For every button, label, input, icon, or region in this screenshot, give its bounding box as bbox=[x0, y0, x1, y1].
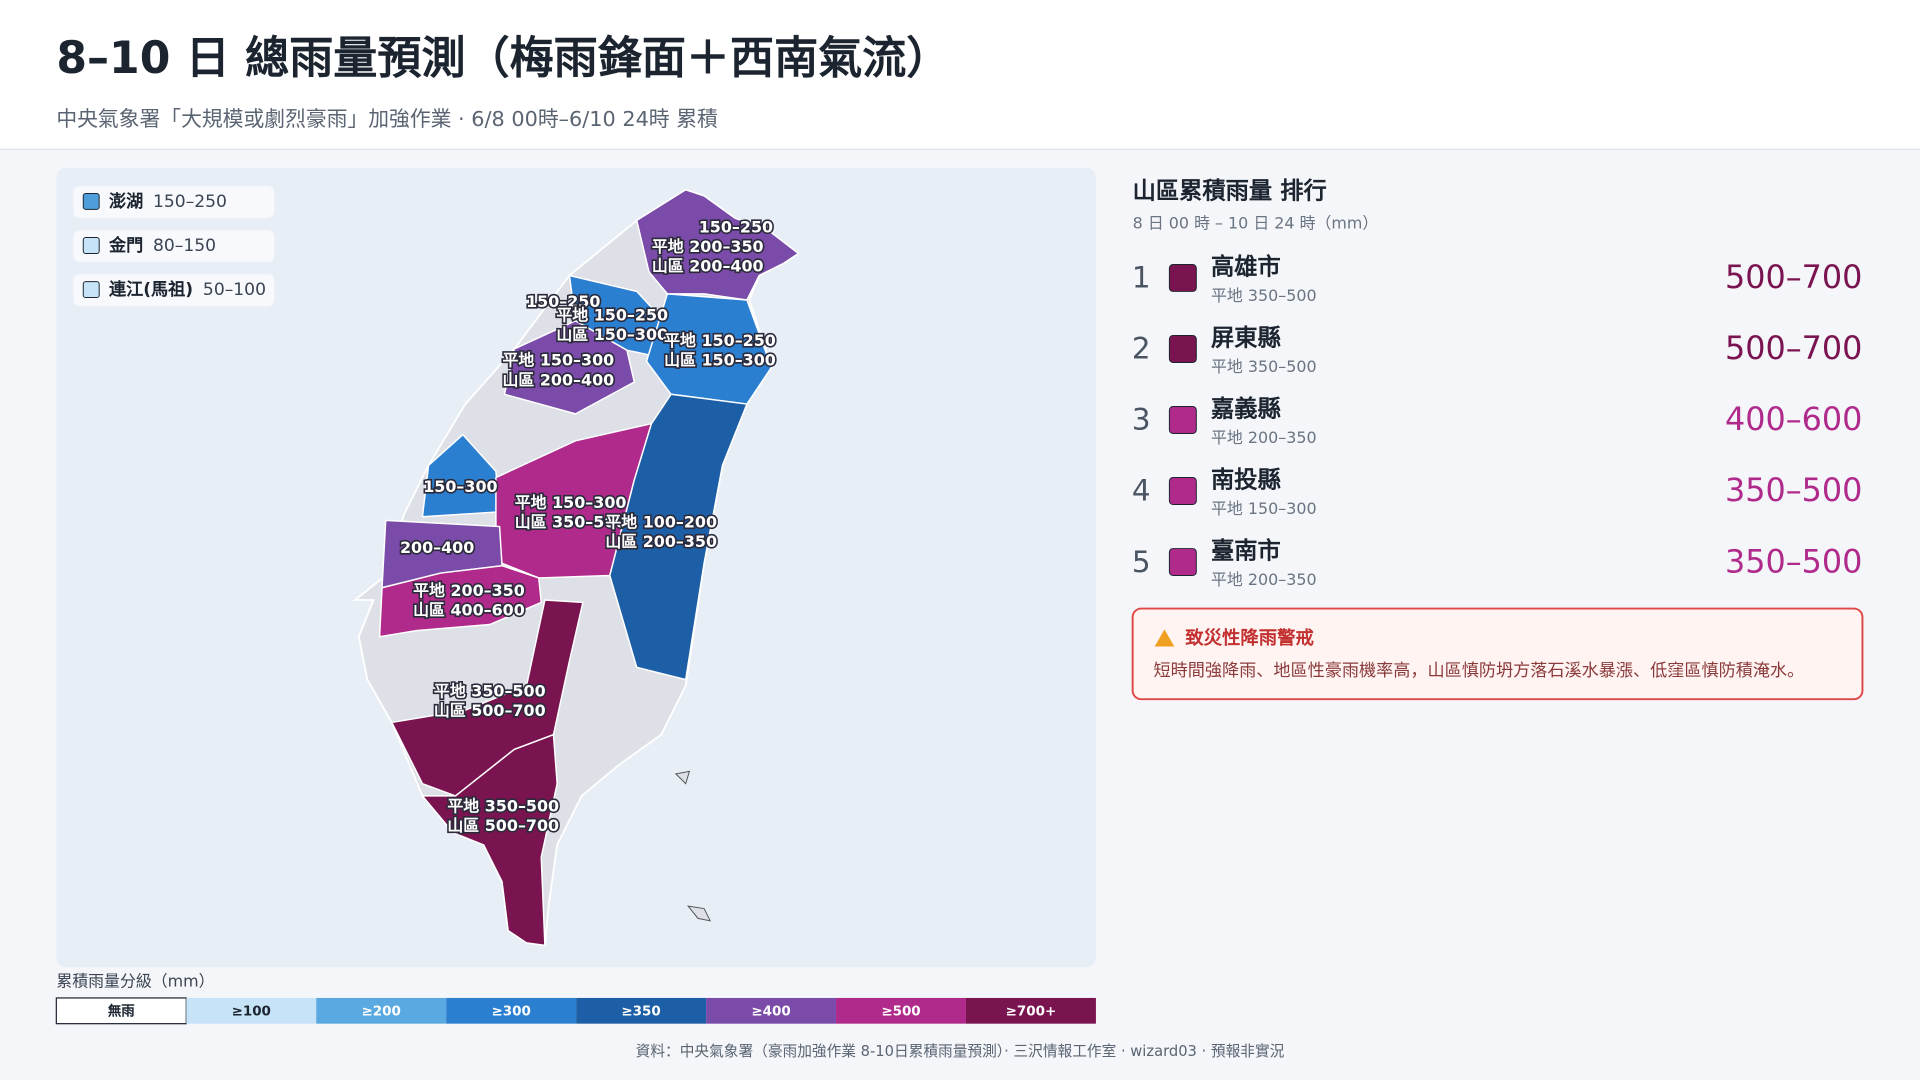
rank-range: 350–500 bbox=[1725, 471, 1862, 509]
region-label: 200–400 bbox=[400, 538, 474, 557]
rank-plain: 平地 200–350 bbox=[1211, 428, 1317, 447]
county-region bbox=[609, 393, 748, 681]
region-label: 平地 150–300 bbox=[503, 351, 615, 370]
legend-cell bbox=[55, 997, 187, 1025]
region-label: 平地 350–500 bbox=[434, 681, 546, 700]
island-name: 澎湖 bbox=[109, 191, 143, 212]
warning-text: 短時間強降雨、地區性豪雨機率高，山區慎防坍方落石溪水暴漲、低窪區慎防積淹水。 bbox=[1153, 660, 1804, 681]
region-label: 平地 100–200 bbox=[605, 512, 717, 531]
rank-number: 3 bbox=[1132, 403, 1151, 437]
region-label: 山區 200–350 bbox=[605, 532, 717, 551]
warning-icon bbox=[1154, 629, 1175, 647]
island-swatch bbox=[82, 192, 100, 210]
legend-label: ≥350 bbox=[621, 1004, 660, 1019]
rank-range: 400–600 bbox=[1725, 400, 1862, 438]
rank-swatch bbox=[1168, 548, 1197, 576]
region-label: 150–250 bbox=[526, 292, 600, 311]
legend-title: 累積雨量分級（mm） bbox=[56, 972, 214, 991]
ui: 8–10 日 總雨量預測（梅雨鋒面＋西南氣流） 中央氣象署「大規模或劇烈豪雨」加強… bbox=[55, 33, 1864, 1060]
rank-name: 屏東縣 bbox=[1211, 325, 1282, 352]
rank-number: 1 bbox=[1132, 261, 1151, 295]
island-swatch bbox=[82, 281, 100, 299]
header-bg bbox=[0, 0, 1920, 150]
rank-swatch bbox=[1168, 264, 1197, 292]
region-label: 平地 200–350 bbox=[413, 581, 525, 600]
rank-plain: 平地 350–500 bbox=[1211, 357, 1317, 376]
island-pill bbox=[73, 230, 275, 263]
legend-label: 無雨 bbox=[108, 1002, 135, 1019]
rank-swatch bbox=[1168, 335, 1197, 363]
region-label: 山區 200–400 bbox=[503, 370, 615, 389]
island-swatch bbox=[82, 237, 100, 254]
region-label: 山區 150–300 bbox=[664, 351, 776, 370]
county-region bbox=[420, 733, 558, 947]
region-label: 平地 150–250 bbox=[556, 305, 668, 324]
ranking-title: 山區累積雨量 排行 bbox=[1133, 178, 1327, 205]
region-label: 山區 200–400 bbox=[652, 256, 764, 275]
ranking-subtitle: 8 日 00 時 – 10 日 24 時（mm） bbox=[1133, 214, 1379, 233]
region-label: 山區 500–700 bbox=[434, 701, 546, 720]
legend-label: ≥100 bbox=[232, 1004, 271, 1019]
island-range: 150–250 bbox=[153, 192, 227, 212]
legend-label: ≥700+ bbox=[1006, 1004, 1057, 1019]
region-label: 平地 350–500 bbox=[447, 796, 559, 815]
legend-cell bbox=[965, 997, 1096, 1024]
island-pill bbox=[73, 274, 275, 307]
legend-cell bbox=[706, 997, 837, 1024]
legend-cell bbox=[446, 997, 577, 1024]
region-label: 山區 150–300 bbox=[556, 325, 668, 344]
legend-label: ≥500 bbox=[881, 1004, 920, 1019]
warning-box bbox=[1131, 607, 1864, 701]
rank-swatch bbox=[1168, 406, 1197, 434]
legend-cell bbox=[836, 997, 966, 1024]
island-name: 金門 bbox=[108, 235, 143, 256]
region-label: 150–250 bbox=[699, 217, 773, 236]
rank-name: 嘉義縣 bbox=[1211, 396, 1282, 423]
small-islands bbox=[674, 770, 712, 922]
rank-number: 4 bbox=[1132, 474, 1151, 508]
rank-plain: 平地 350–500 bbox=[1211, 286, 1317, 305]
legend-cell bbox=[576, 997, 707, 1024]
legend-label: ≥400 bbox=[751, 1004, 790, 1019]
county-region bbox=[503, 319, 636, 415]
region-label: 平地 150–300 bbox=[515, 493, 627, 512]
title: 8–10 日 總雨量預測（梅雨鋒面＋西南氣流） bbox=[56, 33, 950, 84]
island-range: 50–100 bbox=[203, 280, 266, 300]
region-label: 平地 200–350 bbox=[652, 237, 764, 256]
region-label: 平地 150–250 bbox=[664, 331, 776, 350]
rank-range: 350–500 bbox=[1725, 542, 1862, 580]
rank-number: 2 bbox=[1132, 332, 1151, 366]
rank-name: 臺南市 bbox=[1211, 538, 1281, 565]
rank-number: 5 bbox=[1132, 545, 1151, 579]
rank-name: 南投縣 bbox=[1211, 467, 1282, 494]
rank-swatch bbox=[1168, 477, 1197, 505]
region-label: 山區 400–600 bbox=[413, 601, 525, 620]
legend-cell bbox=[186, 997, 317, 1024]
rank-plain: 平地 200–350 bbox=[1211, 570, 1317, 589]
island-name: 連江(馬祖) bbox=[109, 279, 193, 300]
footer: 資料：中央氣象署（豪雨加強作業 8-10日累積雨量預測）· 三沢情報工作室 · … bbox=[636, 1042, 1285, 1060]
legend-label: ≥300 bbox=[491, 1004, 530, 1019]
warning-title: 致災性降雨警戒 bbox=[1185, 627, 1314, 649]
rank-range: 500–700 bbox=[1725, 258, 1862, 296]
region-label: 山區 500–700 bbox=[447, 816, 559, 835]
region-label: 150–300 bbox=[423, 477, 497, 496]
island-range: 80–150 bbox=[153, 236, 216, 256]
legend-label: ≥200 bbox=[362, 1004, 401, 1019]
subtitle: 中央氣象署「大規模或劇烈豪雨」加強作業 · 6/8 00時–6/10 24時 累… bbox=[56, 107, 718, 131]
county-region bbox=[378, 564, 543, 638]
legend-cell bbox=[316, 997, 447, 1024]
rank-name: 高雄市 bbox=[1211, 254, 1281, 281]
region-label: 山區 350–500 bbox=[515, 512, 627, 531]
rank-range: 500–700 bbox=[1725, 329, 1862, 367]
rank-plain: 平地 150–300 bbox=[1211, 499, 1317, 518]
island-pill bbox=[73, 186, 275, 218]
